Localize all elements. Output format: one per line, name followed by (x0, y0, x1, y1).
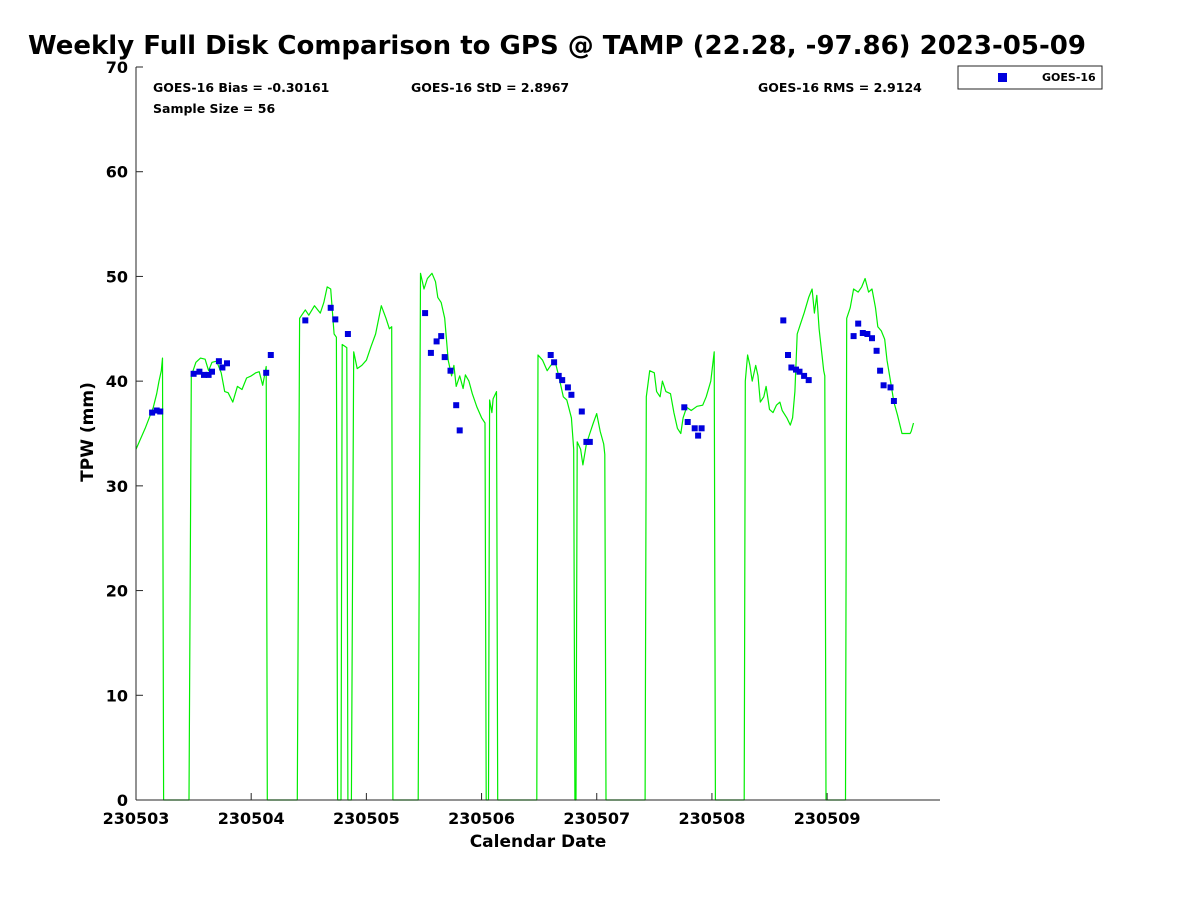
goes16-point (438, 333, 445, 340)
goes16-point (695, 432, 702, 439)
goes16-point (153, 407, 160, 414)
goes16-point (880, 382, 887, 389)
legend-box (957, 65, 1103, 90)
x-tick-label: 230503 (103, 809, 170, 828)
goes16-point (267, 352, 274, 358)
goes16-point (805, 377, 812, 384)
goes16-point (583, 438, 590, 445)
goes-series-layer (149, 304, 897, 445)
goes16-point (263, 369, 270, 376)
goes16-point (433, 338, 440, 345)
bias-annotation: GOES-16 Bias = -0.30161 (153, 80, 329, 95)
goes16-point (205, 371, 212, 378)
goes16-point (456, 427, 463, 434)
goes16-point (877, 367, 884, 374)
goes16-point (890, 398, 897, 404)
axes (135, 67, 940, 801)
goes16-point (793, 366, 799, 373)
y-tick-label: 0 (117, 791, 128, 810)
goes16-point (698, 425, 705, 432)
goes16-point (681, 404, 688, 411)
x-tick-label: 230504 (218, 809, 285, 828)
goes16-point (796, 368, 803, 375)
goes16-point (887, 384, 894, 391)
goes16-point (327, 304, 334, 311)
goes16-point (215, 358, 222, 365)
y-tick-label: 30 (106, 477, 128, 496)
sample-size-annotation: Sample Size = 56 (153, 101, 275, 116)
goes16-point (691, 425, 698, 432)
goes16-point (788, 364, 795, 371)
goes16-point (559, 377, 566, 384)
x-tick-label: 230506 (448, 809, 515, 828)
chart-title: Weekly Full Disk Comparison to GPS @ TAM… (28, 31, 1086, 61)
x-tick-label: 230508 (679, 809, 746, 828)
y-tick-label: 70 (106, 58, 128, 77)
goes16-point (422, 310, 429, 317)
goes16-point (441, 354, 448, 361)
goes16-point (157, 408, 164, 415)
y-tick-label: 20 (106, 582, 128, 601)
goes16-point (578, 408, 585, 415)
goes16-point (551, 359, 558, 366)
x-tick-label: 230509 (794, 809, 861, 828)
goes16-point (785, 352, 791, 358)
rms-annotation: GOES-16 RMS = 2.9124 (758, 80, 922, 95)
goes16-point (568, 391, 575, 398)
legend-marker-goes16 (998, 73, 1007, 82)
goes16-point (586, 438, 593, 445)
goes16-point (780, 317, 787, 324)
x-ticks: 230503 230504 230505 230506 230507 230508 2305… (103, 793, 861, 828)
goes16-point (332, 316, 339, 323)
goes16-point (219, 364, 226, 371)
goes16-point (427, 349, 434, 356)
goes16-point (850, 333, 857, 340)
goes16-point (801, 372, 808, 379)
std-annotation: GOES-16 StD = 2.8967 (411, 80, 569, 95)
y-axis-label: TPW (mm) (78, 382, 98, 482)
goes16-point (873, 347, 880, 354)
y-tick-label: 60 (106, 163, 128, 182)
goes16-point (302, 317, 309, 324)
goes16-point (201, 371, 207, 378)
goes16-point (555, 372, 562, 379)
goes16-point (684, 419, 691, 425)
x-axis-label: Calendar Date (470, 832, 607, 852)
goes16-point (190, 370, 197, 377)
goes16-point (344, 331, 351, 337)
x-tick-label: 230505 (333, 809, 400, 828)
goes16-point (453, 402, 460, 409)
goes16-point (209, 368, 215, 375)
legend: GOES-16 (957, 65, 1103, 90)
goes16-point (149, 409, 156, 416)
x-tick-label: 230507 (563, 809, 630, 828)
y-tick-label: 40 (106, 372, 128, 391)
goes16-point (447, 367, 454, 374)
goes16-point (869, 335, 875, 342)
y-tick-label: 50 (106, 267, 128, 286)
legend-label-goes16: GOES-16 (1042, 71, 1096, 84)
goes16-point (859, 330, 866, 336)
y-tick-label: 10 (106, 686, 128, 705)
y-ticks: 0 10 20 30 40 50 60 70 (106, 58, 143, 810)
goes16-point (855, 320, 862, 327)
goes16-point (864, 331, 871, 337)
goes16-point (224, 360, 230, 367)
goes16-point (196, 368, 203, 375)
goes16-point (564, 384, 571, 391)
goes16-point (547, 352, 554, 358)
